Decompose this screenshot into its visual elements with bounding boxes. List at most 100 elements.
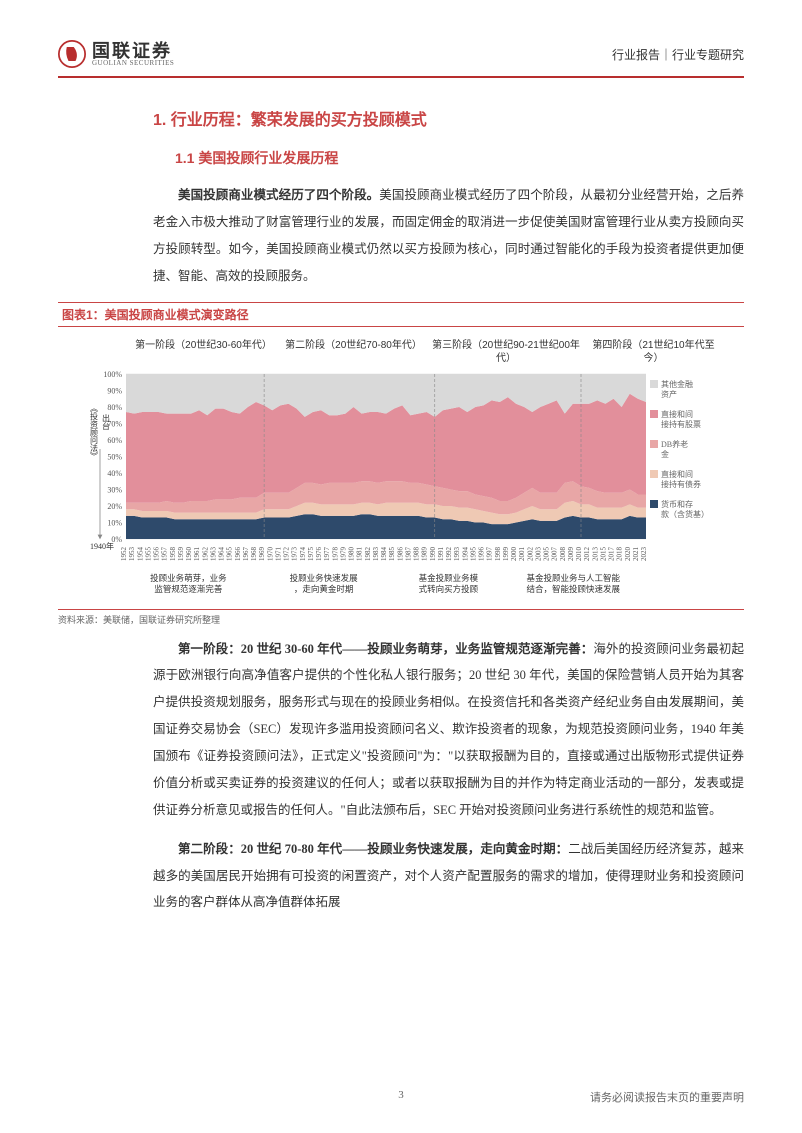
paragraph-1: 美国投顾商业模式经历了四个阶段。美国投顾商业模式经历了四个阶段，从最初分业经营开… <box>153 182 744 290</box>
svg-text:2007: 2007 <box>551 546 559 561</box>
svg-text:2023: 2023 <box>640 546 648 561</box>
svg-text:DB养老: DB养老 <box>661 439 688 449</box>
svg-text:基金投顾业务模: 基金投顾业务模 <box>419 573 479 583</box>
svg-text:接持有债券: 接持有债券 <box>661 479 701 489</box>
svg-text:1965: 1965 <box>226 546 234 561</box>
para1-bold: 美国投顾商业模式经历了四个阶段。 <box>178 188 379 202</box>
svg-text:90%: 90% <box>107 386 122 395</box>
svg-text:1989: 1989 <box>421 546 429 561</box>
svg-text:1996: 1996 <box>478 546 486 561</box>
svg-text:1994: 1994 <box>461 546 469 561</box>
logo-text-cn: 国联证券 <box>92 42 174 60</box>
svg-text:1952: 1952 <box>120 546 128 561</box>
svg-text:40%: 40% <box>107 469 122 478</box>
svg-text:其他金融: 其他金融 <box>661 379 693 389</box>
para2-bold: 第一阶段：20 世纪 30-60 年代——投顾业务萌芽，业务监管规范逐渐完善： <box>178 642 593 656</box>
para2-rest: 海外的投资顾问业务最初起源于欧洲银行向高净值客户提供的个性化私人银行服务；20 … <box>153 642 744 817</box>
svg-text:1978: 1978 <box>331 546 339 561</box>
svg-text:1986: 1986 <box>396 546 404 561</box>
svg-text:1993: 1993 <box>453 546 461 561</box>
svg-text:1966: 1966 <box>234 546 242 561</box>
header-category: 行业报告｜行业专题研究 <box>612 46 744 63</box>
svg-text:1991: 1991 <box>437 546 445 561</box>
svg-text:直接和间: 直接和间 <box>661 409 693 419</box>
svg-text:《投资顾问法》: 《投资顾问法》 <box>90 404 99 460</box>
heading-2: 1.1 美国投顾行业发展历程 <box>153 148 744 168</box>
logo: 国联证券 GUOLIAN SECURITIES <box>58 40 174 68</box>
svg-text:1960: 1960 <box>185 546 193 561</box>
svg-text:2017: 2017 <box>608 546 616 561</box>
svg-text:60%: 60% <box>107 436 122 445</box>
svg-text:30%: 30% <box>107 485 122 494</box>
svg-text:投顾业务快速发展: 投顾业务快速发展 <box>290 573 359 583</box>
svg-text:出台: 出台 <box>102 413 111 431</box>
chart-1-title: 图表1：美国投顾商业模式演变路径 <box>58 302 744 327</box>
svg-text:资产: 资产 <box>661 389 677 399</box>
svg-text:1981: 1981 <box>356 546 364 561</box>
paragraph-2: 第一阶段：20 世纪 30-60 年代——投顾业务萌芽，业务监管规范逐渐完善：海… <box>153 636 744 824</box>
svg-text:2001: 2001 <box>518 546 526 561</box>
svg-text:2010: 2010 <box>575 546 583 561</box>
svg-text:2020: 2020 <box>624 546 632 561</box>
svg-text:20%: 20% <box>107 502 122 511</box>
svg-text:，走向黄金时期: ，走向黄金时期 <box>294 584 354 594</box>
logo-text-en: GUOLIAN SECURITIES <box>92 60 174 67</box>
svg-text:直接和间: 直接和间 <box>661 469 693 479</box>
svg-text:1995: 1995 <box>469 546 477 561</box>
svg-text:1999: 1999 <box>502 546 510 561</box>
svg-text:基金投顾业务与人工智能: 基金投顾业务与人工智能 <box>526 573 620 583</box>
svg-text:2018: 2018 <box>616 546 624 561</box>
svg-text:1990: 1990 <box>429 546 437 561</box>
svg-text:1961: 1961 <box>193 546 201 561</box>
svg-text:2021: 2021 <box>632 546 640 561</box>
svg-text:1959: 1959 <box>177 546 185 561</box>
svg-text:1983: 1983 <box>372 546 380 561</box>
svg-text:2015: 2015 <box>599 546 607 561</box>
page-header: 国联证券 GUOLIAN SECURITIES 行业报告｜行业专题研究 <box>58 40 744 78</box>
svg-text:2002: 2002 <box>526 546 534 561</box>
page-footer: 3 请务必阅读报告末页的重要声明 <box>58 1089 744 1105</box>
svg-text:1962: 1962 <box>201 546 209 561</box>
svg-text:1972: 1972 <box>283 546 291 561</box>
svg-text:1969: 1969 <box>258 546 266 561</box>
svg-text:金: 金 <box>661 449 669 459</box>
svg-text:接持有股票: 接持有股票 <box>661 419 701 429</box>
svg-text:2012: 2012 <box>583 546 591 561</box>
svg-text:1940年: 1940年 <box>90 541 114 551</box>
svg-text:1984: 1984 <box>380 546 388 561</box>
svg-text:1974: 1974 <box>299 546 307 561</box>
chart-1-svg: 0%10%20%30%40%50%60%70%80%90%100%1952195… <box>66 369 731 599</box>
stage-label: 第四阶段（21世纪10年代至今） <box>586 339 721 365</box>
svg-text:1956: 1956 <box>153 546 161 561</box>
para3-bold: 第二阶段：20 世纪 70-80 年代——投顾业务快速发展，走向黄金时期： <box>178 842 568 856</box>
svg-text:2013: 2013 <box>591 546 599 561</box>
svg-text:款（含货基）: 款（含货基） <box>661 509 709 519</box>
svg-text:1977: 1977 <box>323 546 331 561</box>
svg-text:2008: 2008 <box>559 546 567 561</box>
svg-text:1970: 1970 <box>266 546 274 561</box>
svg-text:1963: 1963 <box>209 546 217 561</box>
stage-label: 第三阶段（20世纪90-21世纪00年代） <box>426 339 586 365</box>
svg-text:1985: 1985 <box>388 546 396 561</box>
page-number: 3 <box>398 1089 404 1101</box>
svg-text:1968: 1968 <box>250 546 258 561</box>
footer-disclaimer: 请务必阅读报告末页的重要声明 <box>590 1089 744 1105</box>
chart-stage-labels: 第一阶段（20世纪30-60年代）第二阶段（20世纪70-80年代）第三阶段（2… <box>66 339 736 365</box>
heading-1: 1. 行业历程：繁荣发展的买方投顾模式 <box>153 106 744 130</box>
svg-text:1998: 1998 <box>494 546 502 561</box>
svg-text:1958: 1958 <box>169 546 177 561</box>
svg-text:1971: 1971 <box>274 546 282 561</box>
svg-text:1979: 1979 <box>339 546 347 561</box>
svg-text:1964: 1964 <box>218 546 226 561</box>
para1-rest: 美国投顾商业模式经历了四个阶段，从最初分业经营开始，之后养老金入市极大推动了财富… <box>153 188 744 283</box>
svg-text:10%: 10% <box>107 518 122 527</box>
svg-text:2000: 2000 <box>510 546 518 561</box>
svg-text:1988: 1988 <box>413 546 421 561</box>
svg-text:1954: 1954 <box>136 546 144 561</box>
svg-text:1957: 1957 <box>161 546 169 561</box>
svg-text:1976: 1976 <box>315 546 323 561</box>
svg-text:2005: 2005 <box>543 546 551 561</box>
svg-text:1967: 1967 <box>242 546 250 561</box>
chart-1-source: 资料来源：美联储，国联证券研究所整理 <box>58 609 744 626</box>
svg-text:监管规范逐渐完善: 监管规范逐渐完善 <box>154 584 223 594</box>
